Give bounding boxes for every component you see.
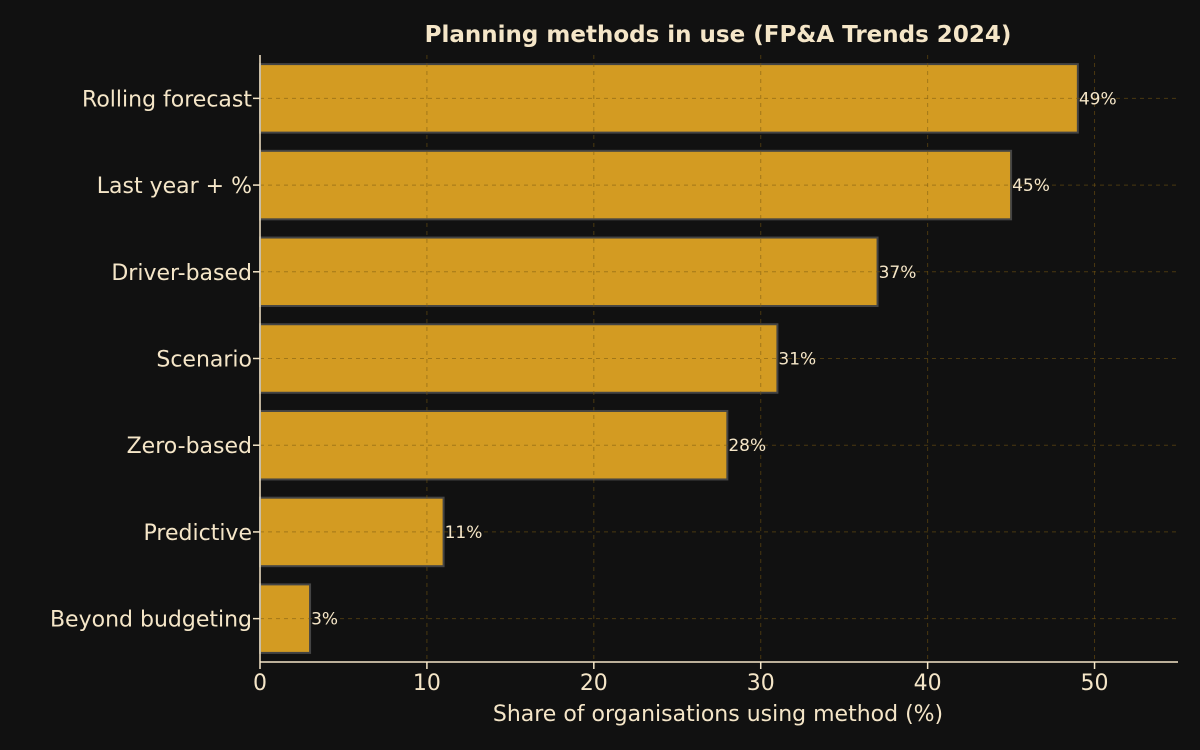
data-label: 37% <box>879 263 917 283</box>
y-tick-label: Rolling forecast <box>82 87 252 112</box>
data-label: 45% <box>1012 176 1050 196</box>
y-tick-label: Beyond budgeting <box>50 608 252 633</box>
data-label: 3% <box>311 610 338 630</box>
data-label: 28% <box>728 436 766 456</box>
y-tick-label: Scenario <box>156 348 252 373</box>
x-tick-label: 10 <box>413 671 441 696</box>
data-label: 11% <box>445 523 483 543</box>
y-tick-label: Last year + % <box>97 174 252 199</box>
y-tick-label: Predictive <box>144 521 252 546</box>
chart-title: Planning methods in use (FP&A Trends 202… <box>425 22 1012 48</box>
x-tick-label: 40 <box>914 671 942 696</box>
bar <box>259 236 879 308</box>
data-label: 49% <box>1079 89 1117 109</box>
x-tick-label: 20 <box>580 671 608 696</box>
data-label: 31% <box>778 350 816 370</box>
x-tick-label: 30 <box>747 671 775 696</box>
x-tick-label: 0 <box>253 671 267 696</box>
x-axis-label: Share of organisations using method (%) <box>493 702 943 727</box>
x-tick-label: 50 <box>1081 671 1109 696</box>
y-tick-label: Driver-based <box>111 261 252 286</box>
y-tick-label: Zero-based <box>127 434 252 459</box>
